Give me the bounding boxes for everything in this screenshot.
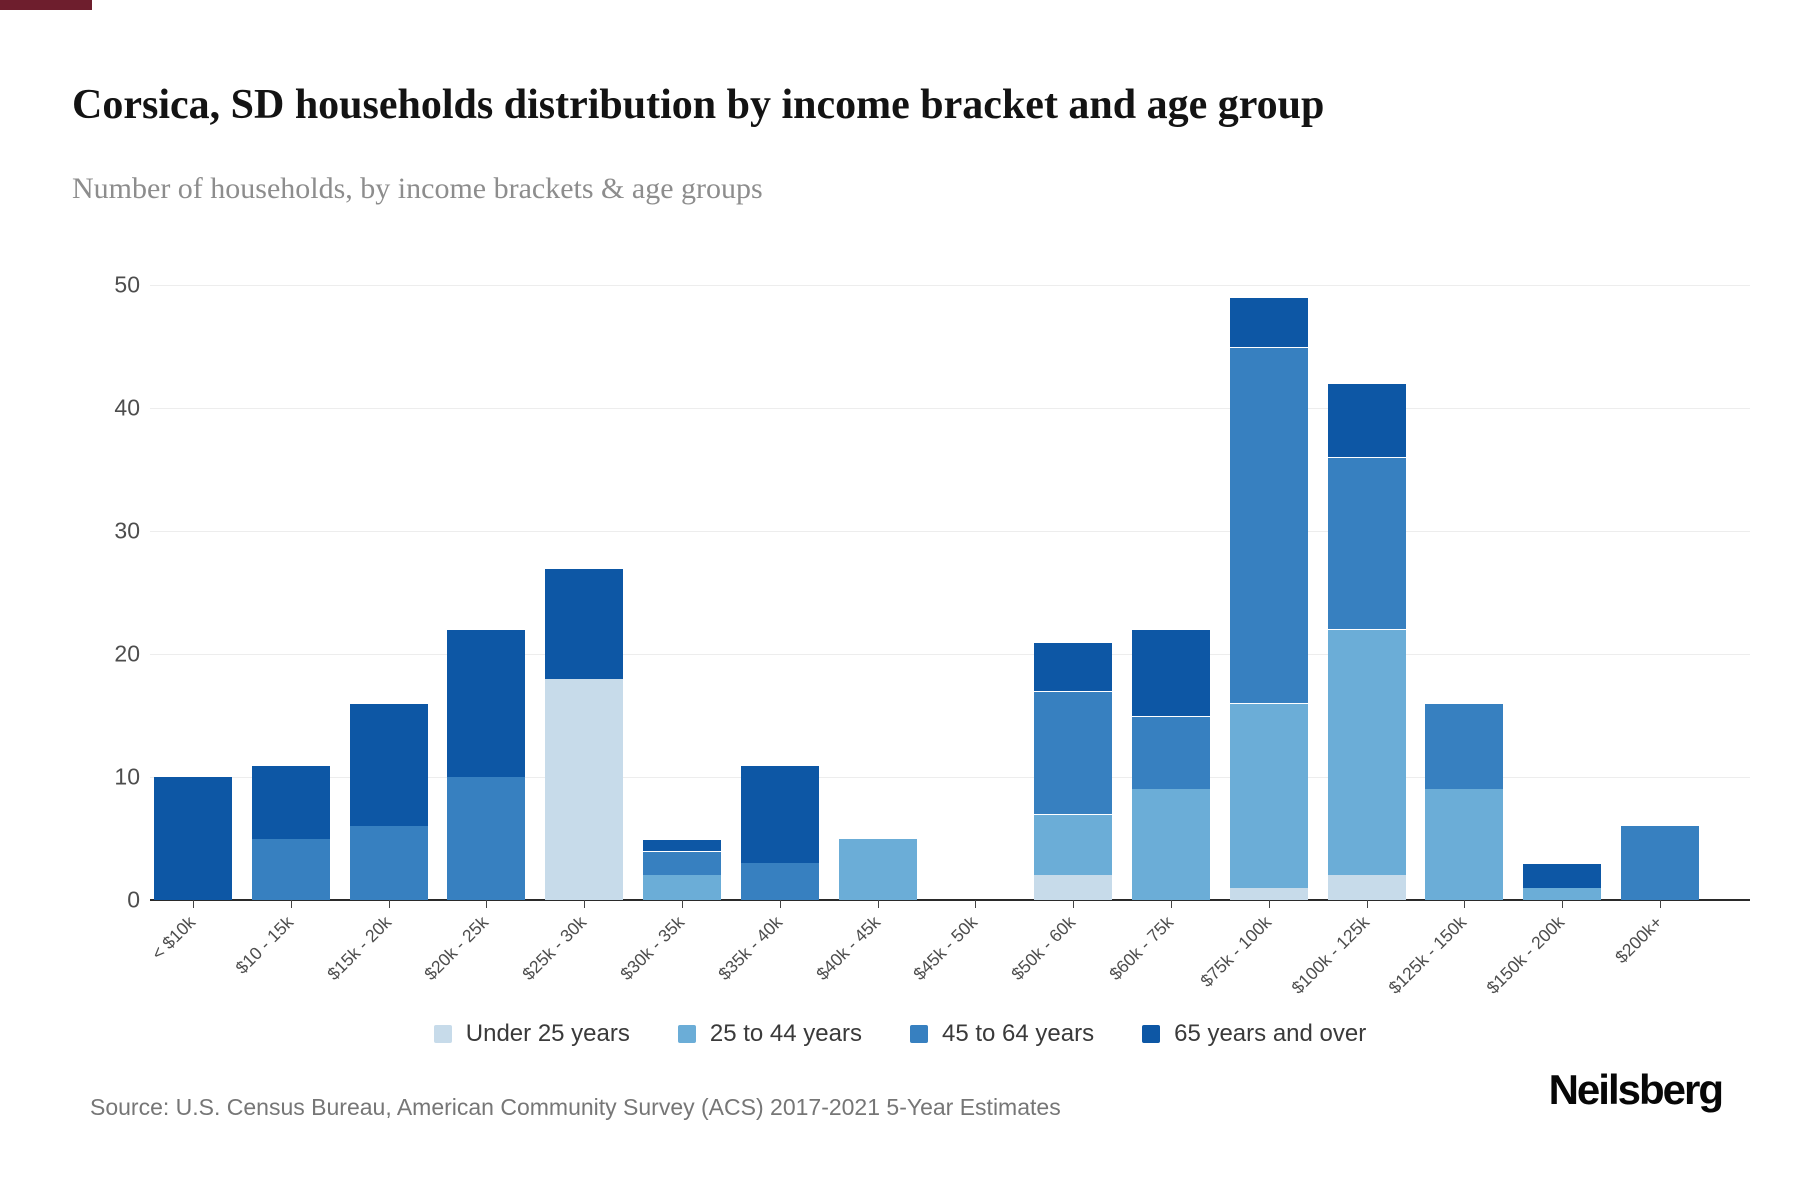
bar-125k-150k — [1425, 703, 1504, 900]
y-axis-tick-label: 40 — [114, 394, 140, 421]
bar-segment[interactable] — [1034, 690, 1113, 814]
bar-segment[interactable] — [643, 875, 721, 900]
x-axis-line — [150, 899, 1750, 901]
legend-swatch-icon — [433, 1025, 452, 1043]
gridline-20 — [150, 654, 1750, 655]
gridline-40 — [150, 408, 1750, 409]
x-axis-tick — [1073, 900, 1075, 908]
bar-segment[interactable] — [1621, 826, 1699, 900]
x-axis-tick — [1366, 900, 1368, 908]
x-axis-tick — [975, 900, 977, 908]
source-note: Source: U.S. Census Bureau, American Com… — [90, 1094, 1061, 1120]
legend-label: 65 years and over — [1174, 1020, 1367, 1047]
bar-segment[interactable] — [349, 826, 428, 900]
x-axis-tick — [1171, 900, 1172, 908]
bar-segment[interactable] — [740, 764, 819, 864]
top-accent-bar — [0, 0, 92, 10]
bar-segment[interactable] — [447, 777, 526, 900]
x-axis-tick — [1562, 900, 1564, 908]
gridline-30 — [150, 531, 1750, 532]
x-axis-tick — [1268, 900, 1270, 908]
bar-40k-45k — [838, 838, 917, 900]
bar-segment[interactable] — [154, 777, 232, 900]
x-axis-tick — [1660, 900, 1661, 908]
bar-segment[interactable] — [1523, 863, 1602, 888]
bar-segment[interactable] — [1229, 346, 1308, 704]
bar-segment[interactable] — [1523, 887, 1602, 900]
x-axis-tick — [682, 900, 683, 908]
legend-label: Under 25 years — [465, 1020, 630, 1047]
bar-segment[interactable] — [349, 703, 428, 827]
bar-35k-40k — [740, 764, 819, 900]
gridline-10 — [150, 777, 1750, 778]
stacked-bar-chart: 0 10 20 30 40 50 < $10k $10 - 15k $15k - 20k $20k… — [0, 240, 1800, 998]
page-title: Corsica, SD households distribution by i… — [72, 82, 1325, 129]
bar-segment[interactable] — [1132, 629, 1210, 716]
bar-segment[interactable] — [643, 838, 721, 851]
bar-segment[interactable] — [1132, 715, 1210, 790]
bar-segment[interactable] — [1327, 457, 1406, 630]
bar-25k-30k — [545, 567, 624, 900]
bar-15k-20k — [349, 703, 428, 900]
y-axis-tick-label: 20 — [114, 640, 140, 667]
bar-150k-200k — [1523, 863, 1602, 900]
bar-segment[interactable] — [1229, 703, 1308, 888]
bar-segment[interactable] — [643, 850, 721, 876]
bar-segment[interactable] — [251, 764, 330, 839]
bar-segment[interactable] — [1132, 789, 1210, 900]
bar-segment[interactable] — [1229, 887, 1308, 900]
bar-segment[interactable] — [545, 567, 624, 679]
bar-segment[interactable] — [838, 838, 917, 900]
x-axis-tick — [193, 900, 194, 908]
legend-swatch-icon — [909, 1025, 928, 1043]
bar-10k — [154, 777, 232, 900]
y-axis-tick-label: 30 — [114, 517, 140, 544]
legend-swatch-icon — [677, 1025, 696, 1043]
chart-legend: Under 25 years 25 to 44 years 45 to 64 yea… — [0, 1020, 1800, 1048]
legend-item-25-to-44-years[interactable]: 25 to 44 years — [677, 1020, 862, 1048]
x-axis-tick — [486, 900, 488, 908]
bar-segment[interactable] — [1425, 789, 1504, 900]
x-axis-tick — [388, 900, 390, 908]
bar-segment[interactable] — [1425, 703, 1504, 790]
bar-segment[interactable] — [1327, 875, 1406, 900]
bar-segment[interactable] — [1327, 383, 1406, 458]
x-axis-tick — [779, 900, 781, 908]
bar-50k-60k — [1034, 641, 1113, 900]
x-axis-tick — [1464, 900, 1466, 908]
bar-10-15k — [251, 764, 330, 900]
bar-60k-75k — [1132, 629, 1210, 900]
bar-segment[interactable] — [740, 863, 819, 900]
legend-item-under-25-years[interactable]: Under 25 years — [433, 1020, 630, 1048]
bar-75k-100k — [1229, 297, 1308, 900]
bar-segment[interactable] — [1327, 629, 1406, 876]
bar-segment[interactable] — [1229, 297, 1308, 347]
bar-20k-25k — [447, 629, 526, 900]
x-axis-tick — [290, 900, 292, 908]
gridline-50 — [150, 285, 1750, 286]
legend-label: 25 to 44 years — [709, 1020, 862, 1047]
y-axis-tick-label: 50 — [114, 271, 140, 298]
legend-swatch-icon — [1142, 1025, 1161, 1043]
x-axis-tick — [877, 900, 879, 908]
legend-item-65-years-and-over[interactable]: 65 years and over — [1142, 1020, 1366, 1048]
bar-30k-35k — [643, 838, 721, 900]
legend-label: 45 to 64 years — [941, 1020, 1095, 1047]
bar-segment[interactable] — [1034, 641, 1113, 691]
page-subtitle: Number of households, by income brackets… — [72, 172, 763, 205]
bar-segment[interactable] — [447, 629, 526, 777]
y-axis-tick-label: 0 — [127, 886, 140, 913]
x-axis-tick — [584, 900, 586, 908]
bar-segment[interactable] — [1034, 875, 1113, 900]
legend-item-45-to-64-years[interactable]: 45 to 64 years — [909, 1020, 1095, 1048]
y-axis-tick-label: 10 — [114, 763, 140, 790]
bar-segment[interactable] — [545, 678, 624, 900]
bar-100k-125k — [1327, 383, 1406, 900]
bar-200k+ — [1621, 826, 1699, 900]
bar-segment[interactable] — [251, 838, 330, 900]
brand-logo: Neilsberg — [1548, 1066, 1724, 1113]
bar-segment[interactable] — [1034, 813, 1113, 876]
